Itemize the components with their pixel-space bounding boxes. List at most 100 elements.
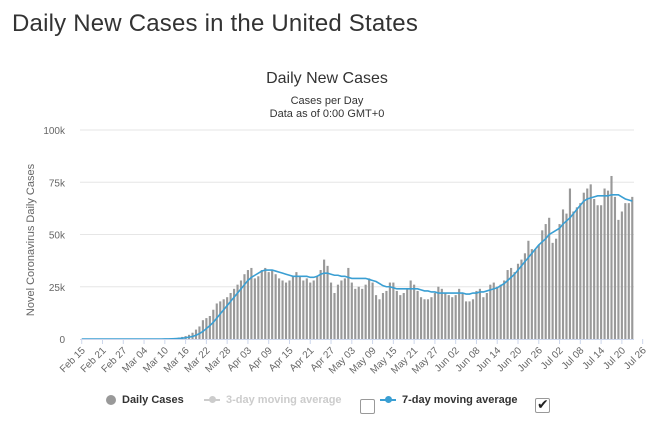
bar[interactable] xyxy=(219,301,222,339)
bar[interactable] xyxy=(461,293,464,339)
bar[interactable] xyxy=(499,284,502,339)
bar[interactable] xyxy=(416,290,419,339)
bar[interactable] xyxy=(631,196,634,339)
bar[interactable] xyxy=(568,188,572,339)
bar[interactable] xyxy=(194,329,198,339)
bar[interactable] xyxy=(233,288,236,339)
bar[interactable] xyxy=(440,288,443,339)
bar[interactable] xyxy=(260,270,263,339)
bar[interactable] xyxy=(226,297,229,339)
bar[interactable] xyxy=(516,263,520,339)
bar[interactable] xyxy=(593,198,596,339)
bar[interactable] xyxy=(336,284,340,339)
bar[interactable] xyxy=(316,276,319,339)
bar[interactable] xyxy=(295,272,298,339)
bar[interactable] xyxy=(544,224,547,339)
bar[interactable] xyxy=(596,205,599,339)
bar[interactable] xyxy=(454,295,457,339)
bar[interactable] xyxy=(506,270,509,339)
bar[interactable] xyxy=(610,175,613,339)
bar[interactable] xyxy=(340,280,343,339)
bar[interactable] xyxy=(419,297,423,339)
bar[interactable] xyxy=(426,299,430,339)
bar[interactable] xyxy=(309,282,312,339)
bar[interactable] xyxy=(561,209,565,339)
bar[interactable] xyxy=(482,297,485,339)
bar[interactable] xyxy=(323,259,326,339)
bar[interactable] xyxy=(541,230,544,339)
bar[interactable] xyxy=(274,274,277,339)
bar[interactable] xyxy=(430,297,433,339)
bar[interactable] xyxy=(271,270,274,339)
bar[interactable] xyxy=(208,316,211,339)
bar[interactable] xyxy=(215,303,218,339)
bar[interactable] xyxy=(464,301,468,339)
bar[interactable] xyxy=(364,284,367,339)
bar[interactable] xyxy=(489,284,492,339)
legend-item-daily-cases[interactable]: Daily Cases xyxy=(106,394,184,406)
bar[interactable] xyxy=(264,267,267,339)
bar[interactable] xyxy=(267,272,270,339)
bar[interactable] xyxy=(624,203,627,339)
bar[interactable] xyxy=(503,280,506,339)
bar[interactable] xyxy=(575,207,578,339)
bar[interactable] xyxy=(278,278,281,339)
bar[interactable] xyxy=(343,278,346,339)
bar[interactable] xyxy=(468,301,471,339)
bar[interactable] xyxy=(239,280,243,339)
bar[interactable] xyxy=(437,286,440,339)
bar[interactable] xyxy=(613,196,617,339)
bar[interactable] xyxy=(548,217,551,339)
bar[interactable] xyxy=(326,265,329,339)
bar[interactable] xyxy=(413,284,416,339)
bar[interactable] xyxy=(451,297,454,339)
bar[interactable] xyxy=(329,282,333,339)
bar[interactable] xyxy=(627,203,630,339)
legend-item-3day[interactable]: 3-day moving average xyxy=(204,394,342,406)
bar[interactable] xyxy=(527,240,530,339)
bar[interactable] xyxy=(582,192,585,339)
bar[interactable] xyxy=(620,211,623,339)
checkbox-7day[interactable]: ✔ xyxy=(535,396,550,413)
bar[interactable] xyxy=(520,259,523,339)
bar[interactable] xyxy=(378,299,381,339)
bar[interactable] xyxy=(496,286,499,339)
bar[interactable] xyxy=(406,288,409,339)
bar[interactable] xyxy=(354,288,357,339)
bar[interactable] xyxy=(555,238,558,339)
bar[interactable] xyxy=(381,293,385,339)
bar[interactable] xyxy=(385,290,388,339)
bar[interactable] xyxy=(523,253,527,339)
bar[interactable] xyxy=(513,272,516,339)
bar[interactable] xyxy=(534,249,537,339)
bar[interactable] xyxy=(257,276,260,339)
bar[interactable] xyxy=(388,282,391,339)
bar[interactable] xyxy=(253,278,256,339)
bar[interactable] xyxy=(572,211,575,339)
bar[interactable] xyxy=(222,299,225,339)
bar[interactable] xyxy=(357,286,360,339)
bar[interactable] xyxy=(236,284,239,339)
bar[interactable] xyxy=(312,280,315,339)
bar[interactable] xyxy=(347,267,350,339)
bar[interactable] xyxy=(229,293,232,339)
bar[interactable] xyxy=(447,295,450,339)
bar[interactable] xyxy=(201,320,204,339)
bar[interactable] xyxy=(433,293,436,339)
bar[interactable] xyxy=(350,282,353,339)
bar[interactable] xyxy=(392,282,395,339)
checkbox-3day[interactable] xyxy=(360,399,375,414)
bar[interactable] xyxy=(305,278,308,339)
bar[interactable] xyxy=(284,282,288,339)
bar[interactable] xyxy=(250,267,253,339)
bar[interactable] xyxy=(374,295,378,339)
bar[interactable] xyxy=(478,288,481,339)
bar[interactable] xyxy=(371,282,374,339)
bar[interactable] xyxy=(423,299,426,339)
bar[interactable] xyxy=(603,188,606,339)
bar[interactable] xyxy=(485,293,488,339)
bar[interactable] xyxy=(368,278,371,339)
bar[interactable] xyxy=(302,280,305,339)
bar[interactable] xyxy=(551,242,554,339)
bar[interactable] xyxy=(291,276,295,339)
